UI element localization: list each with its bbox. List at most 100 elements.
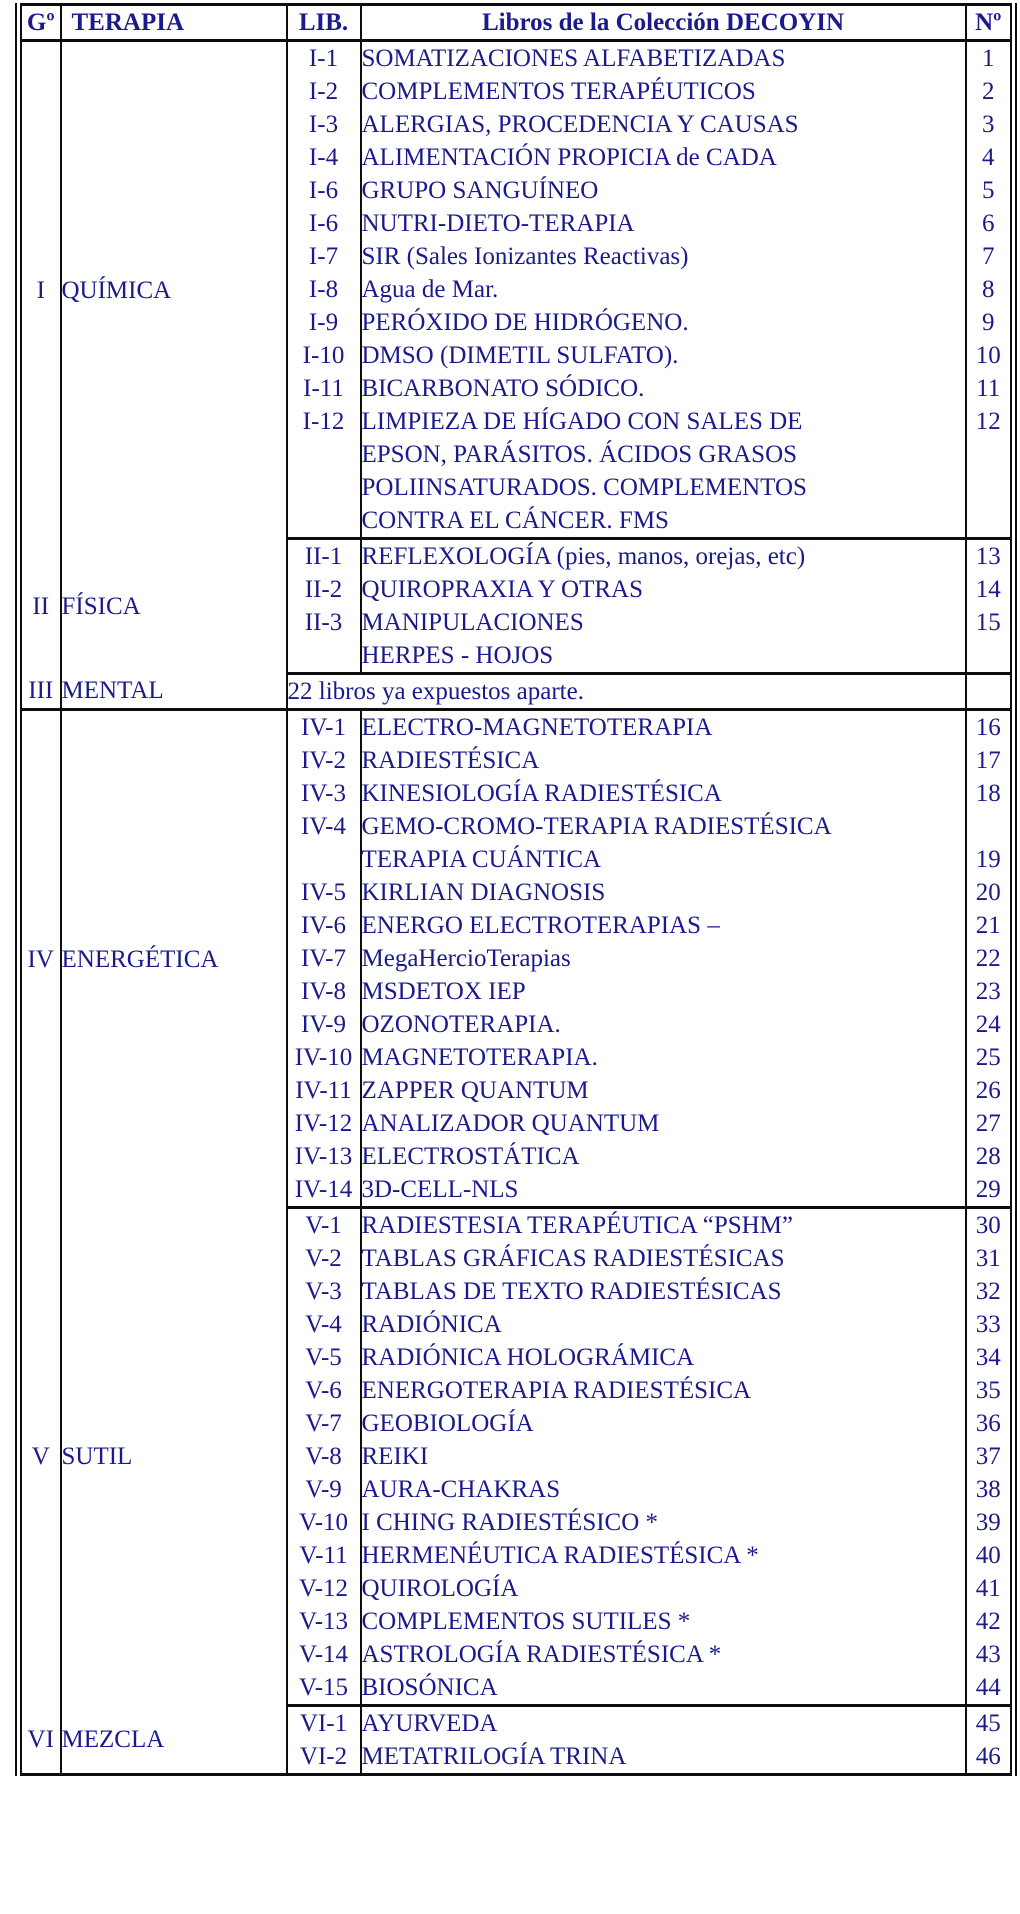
- table-row: II-2 QUIROPRAXIA Y OTRAS 14: [19, 573, 1014, 606]
- cell-book-number: 4: [965, 141, 1014, 174]
- table-row: IV-12 ANALIZADOR QUANTUM 27: [19, 1107, 1014, 1140]
- table-row: IV ENERGÉTICA IV-1 ELECTRO-MAGNETOTERAPIA 16: [18, 709, 1014, 1208]
- cell-book-code: II-1: [286, 538, 362, 573]
- cell-book-code: VI-2: [286, 1740, 362, 1776]
- cell-book-code: IV-8: [286, 975, 362, 1008]
- cell-book-number: 5: [965, 174, 1014, 207]
- cell-book-title: KINESIOLOGÍA RADIESTÉSICA: [360, 777, 967, 810]
- cell-book-code: IV-5: [286, 876, 362, 909]
- cell-book-number: [965, 639, 1014, 675]
- cell-book-number: [965, 504, 1014, 540]
- table-row: EPSON, PARÁSITOS. ÁCIDOS GRASOS: [19, 438, 1014, 471]
- cell-book-code: I-11: [286, 372, 362, 405]
- cell-book-number: 21: [965, 909, 1014, 942]
- cell-book-code: I-1: [286, 40, 362, 75]
- cell-book-title: COMPLEMENTOS SUTILES *: [360, 1605, 967, 1638]
- table-row: IV-2 RADIESTÉSICA 17: [19, 744, 1014, 777]
- cell-book-number: 26: [965, 1074, 1014, 1107]
- table-row: V-10 I CHING RADIESTÉSICO * 39: [19, 1506, 1014, 1539]
- cell-book-title: REFLEXOLOGÍA (pies, manos, orejas, etc): [360, 538, 967, 573]
- cell-book-code: IV-13: [286, 1140, 362, 1173]
- cell-book-number: 8: [965, 273, 1014, 306]
- cell-book-title: ANALIZADOR QUANTUM: [360, 1107, 967, 1140]
- table-row: V-14 ASTROLOGÍA RADIESTÉSICA * 43: [19, 1638, 1014, 1671]
- cell-book-number: 30: [965, 1207, 1014, 1242]
- cell-book-title: PERÓXIDO DE HIDRÓGENO.: [360, 306, 967, 339]
- cell-book-number: 12: [965, 405, 1014, 438]
- cell-book-number: 18: [965, 777, 1014, 810]
- table-row: I-11 BICARBONATO SÓDICO. 11: [19, 372, 1014, 405]
- cell-book-code: V-11: [286, 1539, 362, 1572]
- cell-book-title: QUIROLOGÍA: [360, 1572, 967, 1605]
- cell-book-code: IV-11: [286, 1074, 362, 1107]
- cell-book-code: [286, 504, 362, 540]
- cell-book-title: RADIESTÉSICA: [360, 744, 967, 777]
- cell-book-title: BIOSÓNICA: [360, 1671, 967, 1707]
- cell-book-number: 42: [965, 1605, 1014, 1638]
- cell-book-code: V-4: [286, 1308, 362, 1341]
- table-row: CONTRA EL CÁNCER. FMS: [19, 504, 1014, 540]
- decoyin-book-collection-table: Gº TERAPIA LIB. Libros de la Colección D…: [15, 3, 1017, 1776]
- table-row: V-5 RADIÓNICA HOLOGRÁMICA 34: [19, 1341, 1014, 1374]
- cell-book-number: 28: [965, 1140, 1014, 1173]
- cell-book-code: [286, 843, 362, 876]
- table-row: I-3 ALERGIAS, PROCEDENCIA Y CAUSAS 3: [19, 108, 1014, 141]
- table-row: VI-2 METATRILOGÍA TRINA 46: [19, 1740, 1014, 1776]
- cell-book-title: CONTRA EL CÁNCER. FMS: [360, 504, 967, 540]
- cell-therapy-name: QUÍMICA: [60, 40, 288, 539]
- cell-book-number: 17: [965, 744, 1014, 777]
- table-row: IV-4 GEMO-CROMO-TERAPIA RADIESTÉSICA: [19, 810, 1014, 843]
- cell-book-number: [965, 673, 1014, 711]
- table-row: I QUÍMICA I-1 SOMATIZACIONES ALFABETIZADAS 1: [18, 40, 1014, 539]
- cell-book-title: ALIMENTACIÓN PROPICIA de CADA: [360, 141, 967, 174]
- cell-book-number: 38: [965, 1473, 1014, 1506]
- cell-book-number: 46: [965, 1740, 1014, 1776]
- cell-book-number: 31: [965, 1242, 1014, 1275]
- cell-book-title: HERMENÉUTICA RADIESTÉSICA *: [360, 1539, 967, 1572]
- cell-book-number: 22: [965, 942, 1014, 975]
- cell-book-title: ZAPPER QUANTUM: [360, 1074, 967, 1107]
- table-row: II FÍSICA II-1 REFLEXOLOGÍA (pies, manos, o…: [18, 538, 1014, 674]
- cell-therapy-name: FÍSICA: [60, 538, 288, 674]
- cell-book-number: 41: [965, 1572, 1014, 1605]
- cell-book-code: I-2: [286, 75, 362, 108]
- table-row: V-7 GEOBIOLOGÍA 36: [19, 1407, 1014, 1440]
- cell-book-number: 32: [965, 1275, 1014, 1308]
- cell-book-title: AYURVEDA: [360, 1705, 967, 1740]
- cell-therapy-name: ENERGÉTICA: [60, 709, 288, 1208]
- cell-book-title: GEOBIOLOGÍA: [360, 1407, 967, 1440]
- cell-group-number: II: [18, 538, 62, 674]
- cell-book-number: 13: [965, 538, 1014, 573]
- table-row: IV-6 ENERGO ELECTROTERAPIAS –21: [19, 909, 1014, 942]
- cell-book-title: TABLAS DE TEXTO RADIESTÉSICAS: [360, 1275, 967, 1308]
- table-row: V-11 HERMENÉUTICA RADIESTÉSICA * 40: [19, 1539, 1014, 1572]
- table-header: Gº TERAPIA LIB. Libros de la Colección D…: [18, 4, 1014, 42]
- cell-book-code: I-4: [286, 141, 362, 174]
- cell-therapy-name: SUTIL: [60, 1207, 288, 1706]
- cell-book-title: OZONOTERAPIA.: [360, 1008, 967, 1041]
- cell-book-number: 36: [965, 1407, 1014, 1440]
- table-row: IV-11 ZAPPER QUANTUM 26: [19, 1074, 1014, 1107]
- cell-book-code: V-5: [286, 1341, 362, 1374]
- cell-merged-note: 22 libros ya expuestos aparte.: [286, 673, 967, 711]
- table-row: I-2 COMPLEMENTOS TERAPÉUTICOS 2: [19, 75, 1014, 108]
- cell-book-code: V-14: [286, 1638, 362, 1671]
- table-row: V SUTIL V-1 RADIESTESIA TERAPÉUTICA “PSHM” 3…: [18, 1207, 1014, 1706]
- cell-book-title: BICARBONATO SÓDICO.: [360, 372, 967, 405]
- column-header-title: Libros de la Colección DECOYIN: [360, 4, 967, 42]
- cell-book-code: IV-1: [286, 709, 362, 744]
- cell-book-title: HERPES - HOJOS: [360, 639, 967, 675]
- cell-book-number: 3: [965, 108, 1014, 141]
- cell-book-code: V-9: [286, 1473, 362, 1506]
- cell-book-number: 10: [965, 339, 1014, 372]
- cell-book-code: I-12: [286, 405, 362, 438]
- table-body: I QUÍMICA I-1 SOMATIZACIONES ALFABETIZADAS 1…: [18, 40, 1014, 1776]
- cell-book-number: 25: [965, 1041, 1014, 1074]
- cell-book-code: IV-2: [286, 744, 362, 777]
- cell-group-number: IV: [18, 709, 62, 1208]
- cell-book-number: 2: [965, 75, 1014, 108]
- cell-book-title: MANIPULACIONES: [360, 606, 967, 639]
- table-header-row: Gº TERAPIA LIB. Libros de la Colección D…: [18, 4, 1014, 42]
- cell-book-number: 19: [965, 843, 1014, 876]
- cell-book-code: [286, 438, 362, 471]
